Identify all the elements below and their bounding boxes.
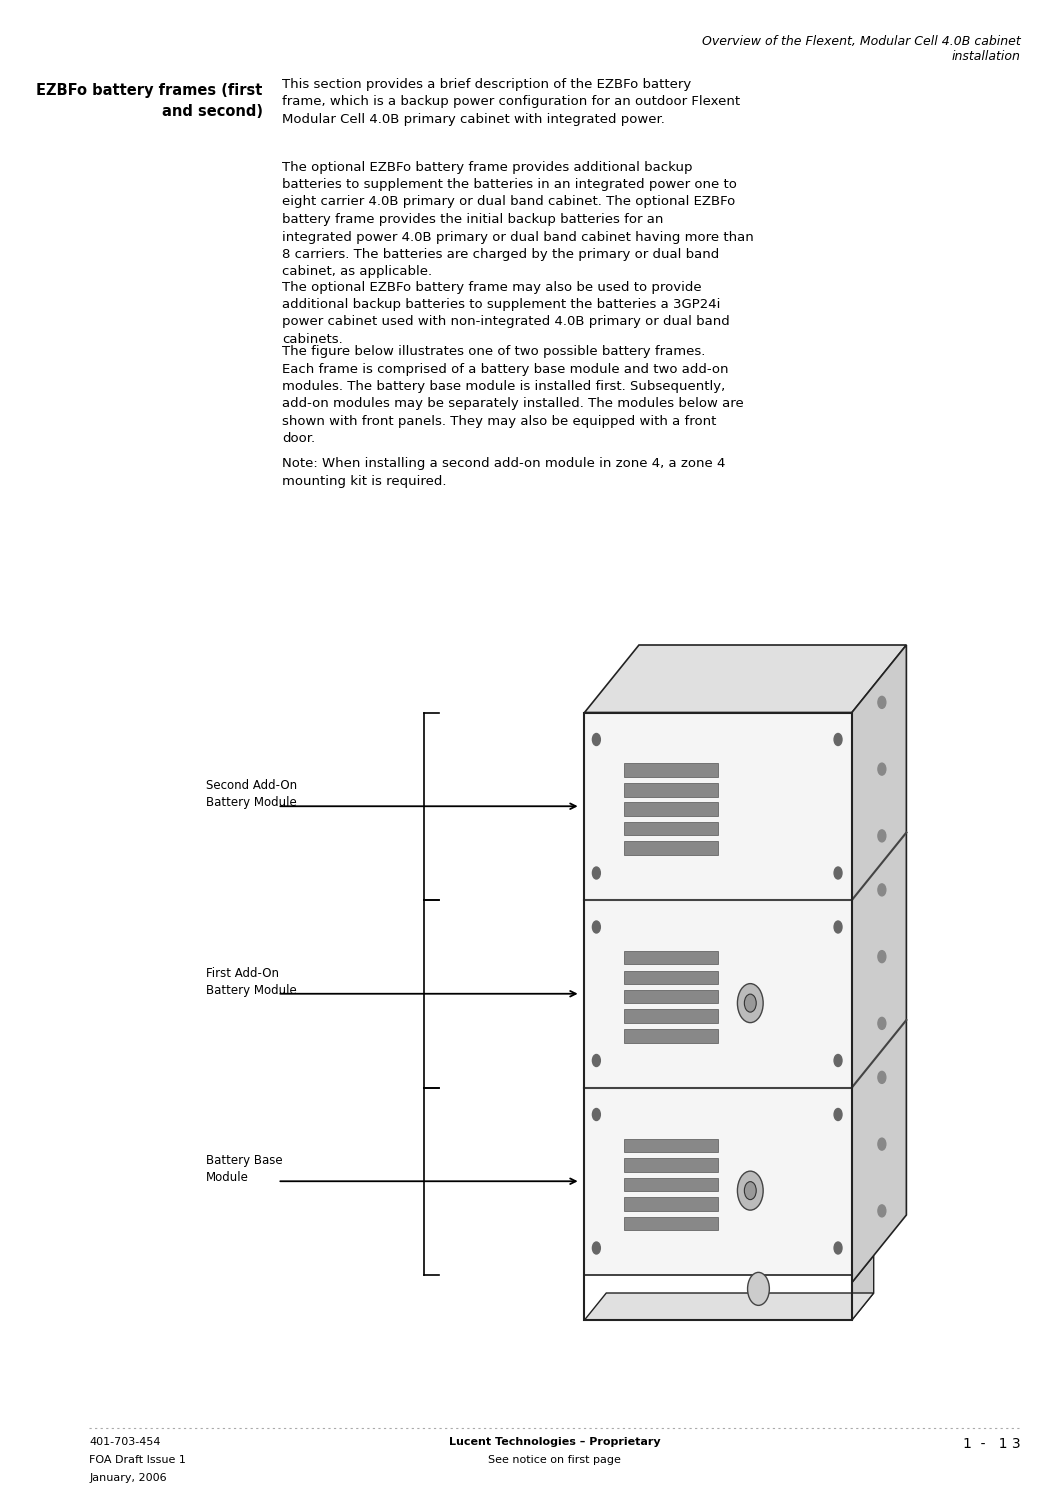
Circle shape [748,1272,770,1305]
Circle shape [592,867,601,879]
Bar [624,1158,718,1172]
Bar [585,1088,852,1275]
Text: installation: installation [951,50,1021,63]
Text: 401-703-454: 401-703-454 [89,1437,161,1448]
Text: The optional EZBFo battery frame provides additional backup
batteries to supplem: The optional EZBFo battery frame provide… [282,160,754,279]
Text: EZBFo battery frames (first: EZBFo battery frames (first [36,82,262,98]
Text: and second): and second) [162,104,262,118]
Polygon shape [585,1293,874,1320]
Circle shape [592,1054,601,1066]
Circle shape [592,921,601,933]
Circle shape [744,1182,756,1200]
Circle shape [834,1108,842,1120]
Circle shape [737,984,763,1023]
Bar [624,1216,718,1230]
Text: See notice on first page: See notice on first page [488,1455,622,1466]
Bar [624,1178,718,1191]
Circle shape [592,734,601,746]
Bar [624,1138,718,1152]
Text: Note: When installing a second add-on module in zone 4, a zone 4
mounting kit is: Note: When installing a second add-on mo… [282,458,726,488]
Bar [624,842,718,855]
Polygon shape [852,645,906,1282]
Circle shape [878,764,886,776]
Bar [624,1010,718,1023]
Circle shape [878,1017,886,1029]
Circle shape [834,867,842,879]
Bar [624,802,718,816]
Text: Lucent Technologies – Proprietary: Lucent Technologies – Proprietary [449,1437,660,1448]
Circle shape [878,884,886,896]
Bar [624,1197,718,1210]
Bar [585,712,852,900]
Circle shape [834,921,842,933]
Circle shape [878,1204,886,1216]
Polygon shape [852,1256,874,1320]
Bar [585,712,852,1320]
Bar [624,990,718,1004]
Circle shape [592,1108,601,1120]
Circle shape [878,830,886,842]
Text: First Add-On
Battery Module: First Add-On Battery Module [206,968,297,998]
Polygon shape [585,645,906,712]
Bar [624,970,718,984]
Bar [624,764,718,777]
Bar [624,951,718,964]
Circle shape [834,1054,842,1066]
Text: Second Add-On
Battery Module: Second Add-On Battery Module [206,780,297,810]
Text: The optional EZBFo battery frame may also be used to provide
additional backup b: The optional EZBFo battery frame may als… [282,280,730,346]
Bar [624,783,718,796]
Text: The figure below illustrates one of two possible battery frames.
Each frame is c: The figure below illustrates one of two … [282,345,744,445]
Circle shape [592,1242,601,1254]
Circle shape [878,1071,886,1083]
Bar [585,900,852,1088]
Text: January, 2006: January, 2006 [89,1473,167,1484]
Circle shape [834,734,842,746]
Text: Battery Base
Module: Battery Base Module [206,1155,282,1185]
Circle shape [878,1138,886,1150]
Circle shape [737,1172,763,1210]
Circle shape [878,951,886,963]
Text: Overview of the Flexent, Modular Cell 4.0B cabinet: Overview of the Flexent, Modular Cell 4.… [701,34,1021,48]
Circle shape [878,696,886,708]
Circle shape [834,1242,842,1254]
Text: 1  -   1 3: 1 - 1 3 [963,1437,1021,1450]
Text: FOA Draft Issue 1: FOA Draft Issue 1 [89,1455,186,1466]
Bar [624,822,718,836]
Text: This section provides a brief description of the EZBFo battery
frame, which is a: This section provides a brief descriptio… [282,78,740,126]
Bar [624,1029,718,1042]
Circle shape [744,994,756,1012]
